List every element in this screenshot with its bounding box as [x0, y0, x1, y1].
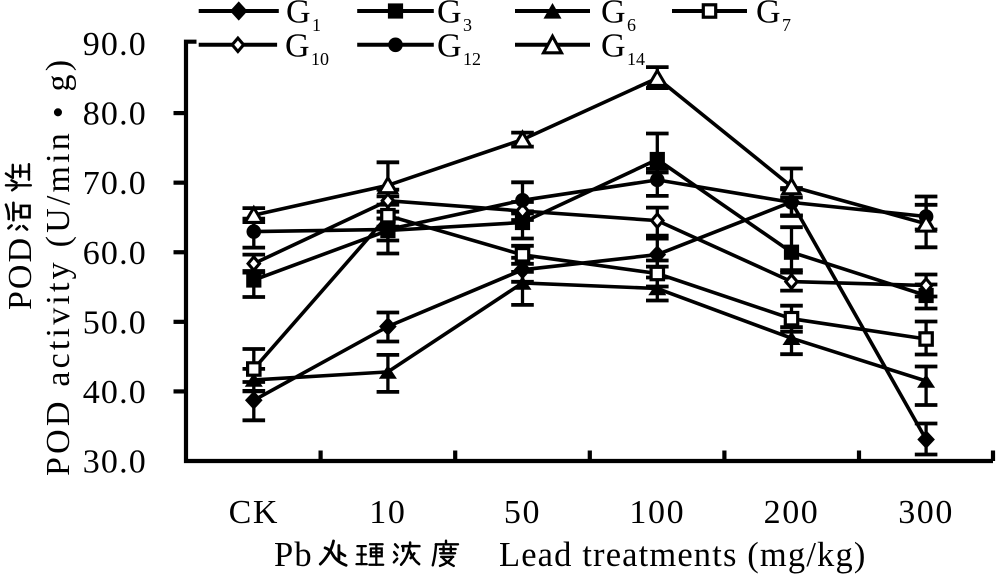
svg-text:40.0: 40.0 [83, 374, 147, 411]
svg-text:G: G [286, 0, 311, 31]
svg-text:3: 3 [463, 15, 472, 35]
svg-text:G: G [285, 27, 310, 64]
svg-text:100: 100 [629, 494, 685, 531]
svg-text:10: 10 [369, 494, 406, 531]
svg-text:POD activity (U/min • g): POD activity (U/min • g) [40, 57, 77, 476]
svg-text:7: 7 [782, 15, 791, 35]
svg-text:G: G [756, 0, 781, 31]
svg-text:300: 300 [898, 494, 954, 531]
svg-text:CK: CK [229, 494, 279, 531]
svg-text:60.0: 60.0 [83, 235, 147, 272]
svg-text:G: G [601, 27, 626, 64]
svg-text:50.0: 50.0 [83, 304, 147, 341]
svg-text:50: 50 [504, 494, 541, 531]
svg-text:1: 1 [312, 15, 321, 35]
svg-text:G: G [437, 27, 462, 64]
svg-text:POD: POD [2, 236, 39, 310]
svg-text:G: G [601, 0, 626, 31]
svg-text:10: 10 [311, 49, 329, 69]
svg-text:70.0: 70.0 [83, 165, 147, 202]
svg-text:200: 200 [764, 494, 820, 531]
svg-text:Pb: Pb [274, 536, 313, 574]
svg-text:90.0: 90.0 [83, 26, 147, 63]
svg-text:14: 14 [627, 49, 645, 69]
svg-text:80.0: 80.0 [83, 96, 147, 133]
svg-text:12: 12 [463, 49, 481, 69]
svg-text:6: 6 [627, 15, 636, 35]
svg-text:G: G [437, 0, 462, 31]
svg-text:30.0: 30.0 [83, 444, 147, 481]
svg-text:Lead treatments (mg/kg): Lead treatments (mg/kg) [499, 536, 867, 574]
